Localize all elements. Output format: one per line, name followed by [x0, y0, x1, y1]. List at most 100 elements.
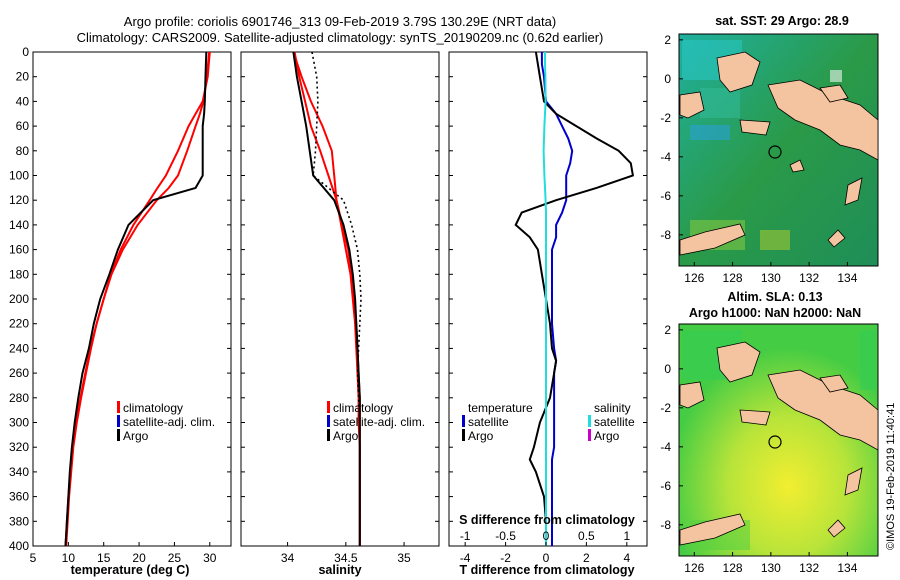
depth-tick-label: 160: [9, 243, 29, 257]
depth-tick-label: 180: [9, 267, 29, 281]
depth-tick-label: 380: [9, 514, 29, 528]
depth-tick-label: 400: [9, 539, 29, 553]
xtick-label: 5: [30, 551, 37, 565]
depth-tick-label: 100: [9, 169, 29, 183]
map-ytick-label: -2: [660, 111, 671, 125]
sla-map-title-2: Argo h1000: NaN h2000: NaN: [689, 306, 861, 320]
map-xtick-label: 132: [799, 561, 819, 575]
map-ytick-label: 0: [664, 72, 671, 86]
map-xtick-label: 130: [761, 271, 781, 285]
top-xtick-label: -1: [460, 529, 471, 543]
series-argo: [292, 51, 361, 546]
xtick-label: -4: [460, 551, 471, 565]
depth-tick-label: 280: [9, 391, 29, 405]
depth-tick-label: 240: [9, 341, 29, 355]
depth-tick-label: 300: [9, 416, 29, 430]
xtick-label: 15: [97, 551, 111, 565]
depth-tick-label: 20: [16, 70, 30, 84]
map-xtick-label: 126: [684, 561, 704, 575]
sla-land: [679, 341, 879, 546]
legend-swatch-satellite: [117, 415, 120, 427]
legend-salinity-heading: salinity: [594, 401, 631, 415]
series-s-satellite: [542, 52, 547, 546]
legend-swatch-climatology: [117, 401, 120, 413]
xtick-label: 35: [397, 551, 411, 565]
map-xtick-label: 134: [837, 561, 857, 575]
map-xtick-label: 130: [761, 561, 781, 575]
map-xtick-label: 128: [723, 561, 743, 575]
legend-swatch-argo: [117, 429, 120, 441]
xtick-label: 25: [168, 551, 182, 565]
top-xtick-label: -0.5: [495, 529, 516, 543]
map-ytick-label: 2: [664, 33, 671, 47]
salinity-panel: 34 34.5 35 salinity climatology satellite-…: [240, 51, 440, 577]
depth-tick-label: 60: [16, 119, 30, 133]
difference-panel: -4 -2 0 2 4 T difference from climatology S …: [448, 51, 648, 577]
depth-tick-label: 140: [9, 218, 29, 232]
map-ytick-label: 0: [664, 362, 671, 376]
temperature-panel: 5 10 15 20 25 30 0 20 40 60 80 100 120 140 160 180 200 2…: [9, 45, 232, 577]
imos-stamp: ©IMOS 19-Feb-2019 11:40:41: [885, 403, 897, 550]
map-xtick-label: 128: [723, 271, 743, 285]
map-ytick-label: -6: [660, 189, 671, 203]
depth-tick-label: 340: [9, 465, 29, 479]
legend-climatology: climatology: [333, 401, 393, 415]
map-xtick-label: 132: [799, 271, 819, 285]
sst-map: sat. SST: 29 Argo: 28.9 126 128 130 132 134 2…: [660, 14, 879, 285]
map-xtick-label: 126: [684, 271, 704, 285]
depth-tick-label: 80: [16, 144, 30, 158]
map-ytick-label: -8: [660, 518, 671, 532]
temperature-axes-box: [32, 51, 232, 547]
difference-legend-temperature: temperature satellite Argo: [462, 401, 533, 443]
difference-xlabel: T difference from climatology: [459, 563, 634, 577]
sst-argo-marker: [768, 145, 782, 159]
top-xtick-label: 0: [543, 529, 550, 543]
xtick-label: -2: [500, 551, 511, 565]
depth-tick-label: 120: [9, 193, 29, 207]
depth-tick-label: 360: [9, 490, 29, 504]
series-t-argo: [514, 51, 635, 546]
sst-map-title: sat. SST: 29 Argo: 28.9: [715, 14, 849, 28]
legend-satellite: satellite-adj. clim.: [123, 415, 215, 429]
legend-swatch-t-satellite: [462, 415, 465, 427]
legend-argo: Argo: [333, 429, 359, 443]
legend-t-satellite: satellite: [468, 415, 509, 429]
legend-t-argo: Argo: [468, 429, 494, 443]
legend-swatch-s-argo: [588, 429, 591, 441]
legend-satellite: satellite-adj. clim.: [333, 415, 425, 429]
map-ytick-label: -4: [660, 440, 671, 454]
legend-swatch-satellite: [327, 415, 330, 427]
xtick-label: 34.5: [334, 551, 358, 565]
top-xtick-label: 0.5: [578, 529, 595, 543]
depth-tick-label: 200: [9, 292, 29, 306]
map-ytick-label: -4: [660, 150, 671, 164]
xtick-label: 34: [281, 551, 295, 565]
xtick-label: 10: [62, 551, 76, 565]
depth-tick-label: 260: [9, 366, 29, 380]
map-ytick-label: -6: [660, 479, 671, 493]
depth-tick-label: 220: [9, 317, 29, 331]
depth-tick-label: 0: [22, 45, 29, 59]
sst-land: [679, 51, 879, 256]
xtick-label: 4: [623, 551, 630, 565]
salinity-legend: climatology satellite-adj. clim. Argo: [327, 401, 425, 443]
xtick-label: 20: [132, 551, 146, 565]
legend-swatch-argo: [327, 429, 330, 441]
map-ytick-label: -2: [660, 401, 671, 415]
legend-s-satellite: satellite: [594, 415, 635, 429]
map-xtick-label: 134: [837, 271, 857, 285]
legend-argo: Argo: [123, 429, 149, 443]
map-ytick-label: 2: [664, 323, 671, 337]
legend-swatch-climatology: [327, 401, 330, 413]
temperature-legend: climatology satellite-adj. clim. Argo: [117, 401, 215, 443]
title-line-2: Climatology: CARS2009. Satellite-adjuste…: [77, 30, 604, 45]
legend-s-argo: Argo: [594, 429, 620, 443]
legend-climatology: climatology: [123, 401, 183, 415]
series-t-satellite: [540, 52, 574, 546]
map-ytick-label: -8: [660, 228, 671, 242]
xtick-label: 30: [203, 551, 217, 565]
series-argo: [64, 51, 208, 547]
xtick-label: 2: [583, 551, 590, 565]
difference-legend-salinity: salinity satellite Argo: [588, 401, 635, 443]
